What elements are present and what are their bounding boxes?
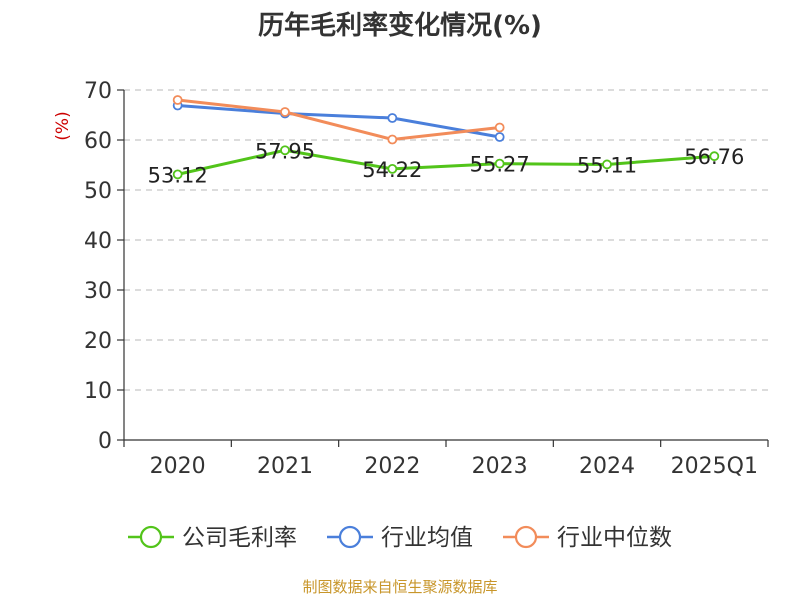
- data-label: 57.95: [255, 139, 315, 163]
- legend-item-0[interactable]: 公司毛利率: [128, 525, 297, 551]
- y-axis-label: (%): [53, 111, 73, 140]
- x-tick-label: 2023: [472, 454, 528, 479]
- data-point[interactable]: [172, 169, 183, 180]
- legend-label: 公司毛利率: [182, 525, 297, 551]
- legend-item-1[interactable]: 行业均值: [327, 525, 473, 551]
- legend: 公司毛利率 行业均值 行业中位数: [128, 525, 672, 551]
- y-tick-label: 30: [84, 279, 112, 304]
- data-point[interactable]: [494, 158, 505, 169]
- y-tick-label: 0: [98, 429, 112, 454]
- x-tick-label: 2024: [579, 454, 635, 479]
- series-line-2: [176, 98, 502, 141]
- y-tick-label: 10: [84, 379, 112, 404]
- x-tick-label: 2022: [364, 454, 420, 479]
- y-tick-label: 60: [84, 129, 112, 154]
- series-lines: [172, 95, 720, 180]
- chart-title: 历年毛利率变化情况(%): [258, 10, 542, 41]
- legend-marker: [139, 525, 163, 549]
- data-point[interactable]: [172, 95, 183, 105]
- x-tick-label: 2025Q1: [671, 454, 758, 479]
- series-line-1: [176, 104, 502, 139]
- legend-marker: [338, 525, 362, 549]
- data-point[interactable]: [387, 113, 398, 123]
- legend-label: 行业中位数: [557, 525, 672, 551]
- data-point[interactable]: [387, 134, 398, 145]
- x-tick-label: 2020: [150, 454, 206, 479]
- source-note: 制图数据来自恒生聚源数据库: [302, 578, 497, 596]
- y-tick-label: 70: [84, 79, 112, 104]
- legend-label: 行业均值: [381, 525, 473, 551]
- y-tick-label: 40: [84, 229, 112, 254]
- data-point[interactable]: [280, 107, 290, 117]
- legend-item-2[interactable]: 行业中位数: [503, 525, 672, 551]
- data-point[interactable]: [494, 122, 505, 133]
- data-label: 54.22: [362, 158, 422, 182]
- x-tick-label: 2021: [257, 454, 313, 479]
- data-label: 55.27: [470, 153, 530, 177]
- series-line-0: [176, 148, 716, 176]
- data-point[interactable]: [602, 159, 612, 170]
- data-point[interactable]: [494, 132, 505, 142]
- data-label: 56.76: [684, 145, 744, 169]
- data-point[interactable]: [387, 163, 398, 174]
- data-labels: 53.12 57.95 54.22 55.27 55.11 56.76: [148, 139, 745, 187]
- data-point[interactable]: [709, 151, 720, 162]
- axes: 0 10 20 30 40 50 60 70 2020 2021 2022 2023 2024 2025Q…: [84, 79, 769, 479]
- y-tick-label: 50: [84, 179, 112, 204]
- y-tick-label: 20: [84, 329, 112, 354]
- data-label: 55.11: [577, 153, 637, 177]
- legend-marker: [514, 525, 538, 549]
- data-label: 53.12: [148, 163, 208, 187]
- data-point[interactable]: [280, 145, 290, 156]
- gridlines: [124, 89, 768, 391]
